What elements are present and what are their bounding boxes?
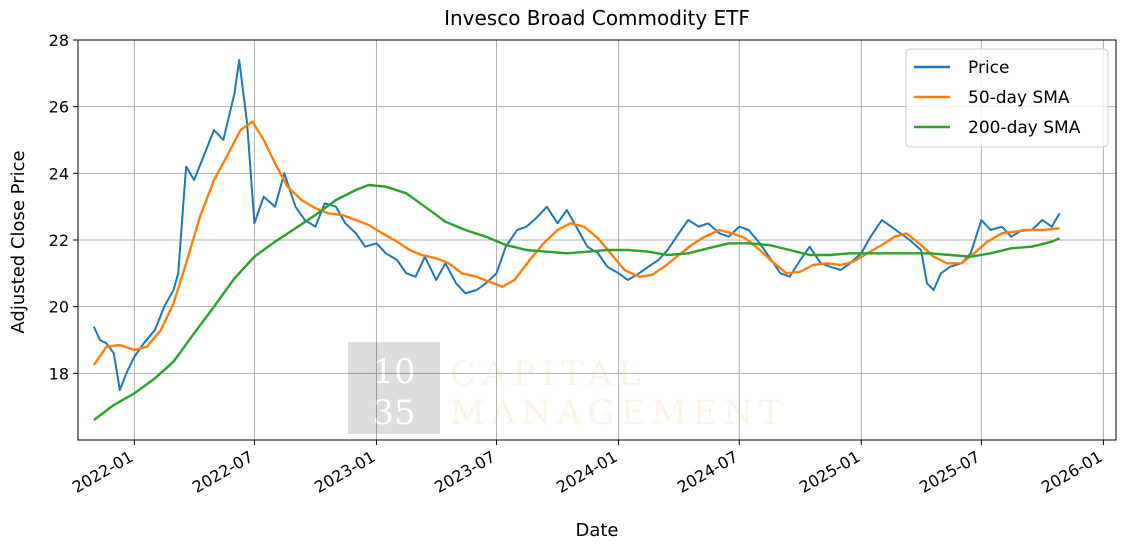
y-tick-label: 18 — [49, 364, 69, 383]
x-tick-label: 2023-01 — [311, 447, 378, 497]
chart-title: Invesco Broad Commodity ETF — [444, 6, 750, 30]
x-tick-label: 2025-07 — [916, 447, 983, 497]
watermark-logo-line-1: 10 — [372, 352, 415, 392]
y-tick-label: 28 — [49, 31, 69, 50]
series-line-50-day-sma — [92, 120, 1060, 366]
watermark: 10 35 CAPITAL MANAGEMENT — [348, 342, 788, 434]
legend-label-200-day-sma: 200-day SMA — [968, 118, 1081, 138]
legend: Price 50-day SMA 200-day SMA — [905, 48, 1109, 148]
y-tick-label: 26 — [49, 98, 69, 117]
x-tick-label: 2022-01 — [69, 447, 136, 497]
x-tick-label: 2026-01 — [1038, 447, 1105, 497]
y-axis-label: Adjusted Close Price — [8, 150, 29, 333]
legend-label-price: Price — [968, 58, 1009, 78]
watermark-logo-line-2: 35 — [372, 393, 415, 433]
x-tick-label: 2024-01 — [553, 447, 620, 497]
series-layer — [92, 59, 1061, 421]
x-axis-label: Date — [575, 520, 618, 541]
x-tick-label: 2023-07 — [431, 447, 498, 497]
legend-box — [905, 48, 1109, 148]
x-tick-label: 2022-07 — [189, 447, 256, 497]
legend-label-50-day-sma: 50-day SMA — [968, 88, 1070, 108]
y-tick-label: 22 — [49, 231, 69, 250]
watermark-text-line-1: CAPITAL — [450, 354, 647, 394]
x-tick-label: 2025-01 — [796, 447, 863, 497]
y-tick-label: 20 — [49, 298, 69, 317]
watermark-logo-box — [348, 342, 440, 434]
watermark-text-line-2: MANAGEMENT — [450, 393, 788, 433]
y-tick-label: 24 — [49, 164, 69, 183]
x-tick-label: 2024-07 — [674, 447, 741, 497]
series-line-200-day-sma — [93, 183, 1061, 421]
